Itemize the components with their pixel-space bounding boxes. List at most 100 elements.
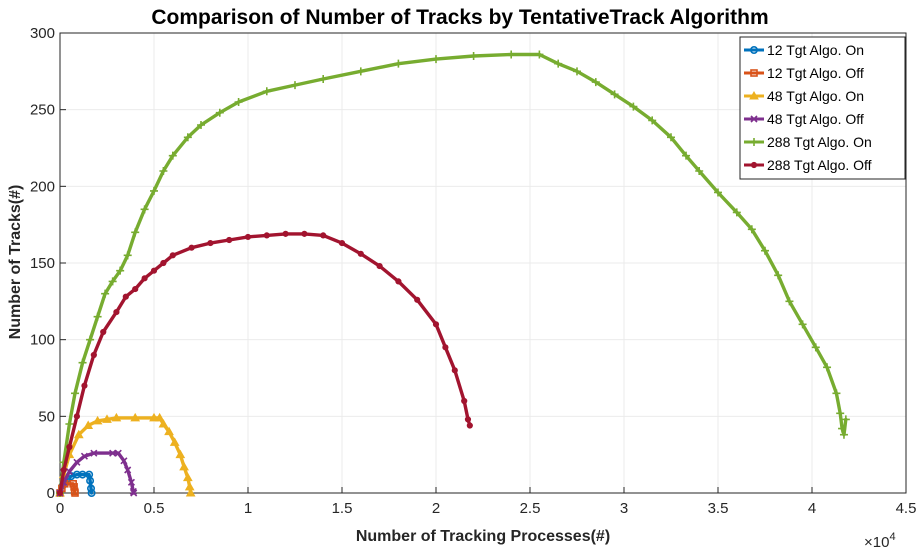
data-point [120,457,128,465]
legend-marker [750,115,758,123]
data-point [838,424,847,433]
data-point [114,449,122,457]
data-point [81,382,88,389]
data-point [774,271,783,280]
legend-label: 48 Tgt Algo. On [767,88,864,104]
legend-item: 48 Tgt Algo. Off [744,111,864,127]
data-point [100,328,107,336]
data-point [127,478,136,486]
legend-marker [749,45,758,54]
data-point [175,449,186,459]
data-point [78,358,87,367]
series-4 [56,449,138,497]
data-point [469,52,478,60]
y-tick-label: 0 [47,485,55,502]
data-point [356,67,365,76]
data-point [183,133,192,142]
legend-item: 12 Tgt Algo. Off [744,65,864,81]
data-point [414,296,421,303]
data-point [262,87,271,96]
x-tick-label: 1.5 [332,500,353,517]
data-point [101,289,110,298]
data-point [132,285,139,293]
legend: 12 Tgt Algo. On 12 Tgt Algo. Off 48 Tgt Al… [739,36,906,180]
data-point [282,230,289,237]
data-point [461,397,468,405]
x-axis-exponent: ×104 [864,531,896,551]
data-point [129,487,137,496]
data-point [141,275,148,282]
data-point [116,266,125,275]
data-point [158,418,169,428]
x-tick-label: 1 [244,500,252,517]
data-point [188,244,195,251]
data-point [87,484,96,493]
legend-marker [749,90,759,100]
legend-label: 288 Tgt Algo. Off [767,157,872,173]
data-point [573,67,581,76]
data-point [113,308,120,316]
data-point [197,121,205,129]
data-point [629,102,638,111]
data-point [71,389,80,398]
data-point [301,230,308,237]
x-axis-exponent-base: ×10 [864,534,889,551]
data-point [111,412,122,422]
data-point [554,59,563,68]
data-point [320,232,327,239]
data-point [86,335,95,344]
series-6 [56,230,473,497]
data-point [73,429,84,439]
data-point [714,188,722,197]
legend-item: 12 Tgt Algo. On [744,42,864,58]
y-tick-label: 150 [30,255,55,272]
x-tick-label: 4.5 [896,500,917,517]
data-point [83,420,94,430]
x-tick-label: 3 [620,500,628,517]
data-point [610,90,619,99]
x-tick-label: 0.5 [144,500,165,517]
axis-ticks: 0 0.5 1 1.5 2 2.5 3 3.5 4 4.5 0 50 100 150 200 250 300 [30,25,916,517]
data-point [73,413,81,420]
y-tick-label: 50 [38,408,55,425]
data-point [90,449,98,457]
legend-label: 12 Tgt Algo. Off [767,65,864,81]
data-point [182,472,193,482]
data-point [263,232,270,239]
data-point [432,55,440,64]
y-tick-label: 100 [30,332,55,349]
legend-label: 48 Tgt Algo. Off [767,111,864,127]
data-point [535,50,544,59]
y-tick-label: 250 [30,102,55,119]
data-point [319,75,328,83]
data-point [160,259,167,267]
data-point [102,414,112,423]
data-point [338,239,346,247]
data-point [234,98,243,106]
data-point [109,449,117,457]
data-point [122,293,129,300]
series-line [58,52,848,495]
data-point [154,412,165,422]
data-point [466,422,473,429]
data-point [73,458,81,466]
legend-item: 288 Tgt Algo. On [744,134,872,150]
data-point [159,167,168,175]
legend-label: 288 Tgt Algo. On [767,134,872,150]
data-point [761,246,769,255]
y-tick-label: 200 [30,178,55,195]
data-point [798,320,807,329]
data-point [648,116,657,125]
data-point [87,488,96,497]
series-lines [55,50,850,497]
data-point [207,239,214,247]
data-point [395,278,402,285]
data-point [291,81,299,90]
x-tick-label: 2.5 [520,500,541,517]
data-point [140,205,149,214]
data-point [124,466,132,474]
data-point [244,233,252,241]
data-point [682,151,691,160]
data-point [149,412,159,422]
